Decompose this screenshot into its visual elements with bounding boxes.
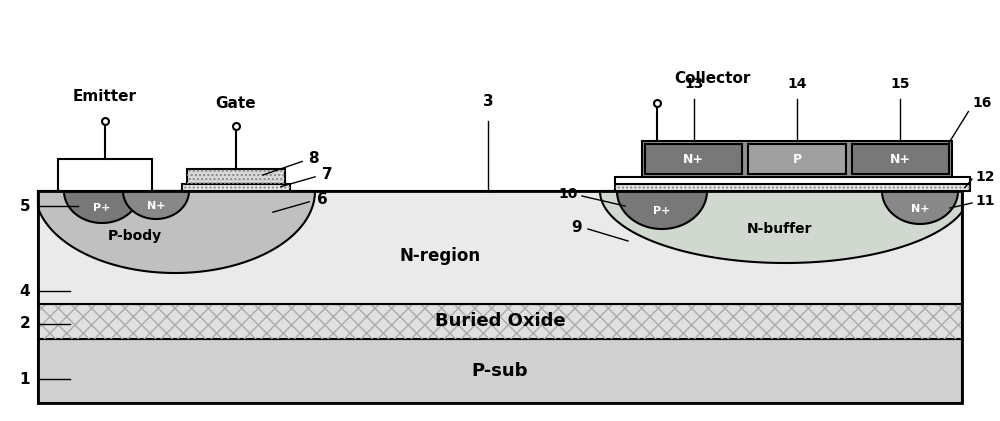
Polygon shape [64,191,140,223]
Text: 10: 10 [559,187,578,201]
FancyBboxPatch shape [58,159,152,191]
Text: N+: N+ [147,201,165,211]
Text: 14: 14 [787,77,807,91]
Polygon shape [123,191,189,219]
FancyBboxPatch shape [645,144,742,174]
Text: 6: 6 [317,192,328,206]
Text: 3: 3 [483,94,493,109]
Text: N+: N+ [890,152,911,165]
Text: 7: 7 [322,166,333,181]
FancyBboxPatch shape [852,144,949,174]
FancyBboxPatch shape [748,144,846,174]
Text: N-region: N-region [399,247,481,265]
Text: Emitter: Emitter [73,89,137,104]
FancyBboxPatch shape [615,184,970,191]
Text: 4: 4 [19,283,30,298]
Text: 8: 8 [308,151,319,166]
FancyBboxPatch shape [615,177,970,184]
Polygon shape [882,191,958,224]
FancyBboxPatch shape [38,191,962,304]
Text: 13: 13 [684,77,703,91]
Polygon shape [600,191,962,263]
Text: 15: 15 [891,77,910,91]
Text: N-buffer: N-buffer [747,222,813,236]
Text: N+: N+ [683,152,704,165]
Text: 11: 11 [975,194,994,208]
Text: Gate: Gate [216,96,256,110]
Text: P+: P+ [653,206,671,216]
FancyBboxPatch shape [182,184,290,191]
Text: 5: 5 [19,198,30,213]
Text: N+: N+ [911,204,929,214]
FancyBboxPatch shape [642,141,952,177]
FancyBboxPatch shape [187,168,285,184]
Text: P-sub: P-sub [472,362,528,380]
Text: 9: 9 [571,219,582,234]
Text: 2: 2 [19,317,30,331]
FancyBboxPatch shape [38,339,962,403]
Text: Collector: Collector [674,71,750,86]
Text: P: P [792,152,802,165]
Text: 12: 12 [975,170,994,184]
FancyBboxPatch shape [38,304,962,339]
Polygon shape [617,191,707,229]
Text: Buried Oxide: Buried Oxide [435,312,565,330]
Text: P-body: P-body [108,229,162,243]
Text: 1: 1 [20,371,30,386]
Polygon shape [38,191,315,273]
Text: 16: 16 [972,96,991,110]
Text: P+: P+ [93,203,111,213]
